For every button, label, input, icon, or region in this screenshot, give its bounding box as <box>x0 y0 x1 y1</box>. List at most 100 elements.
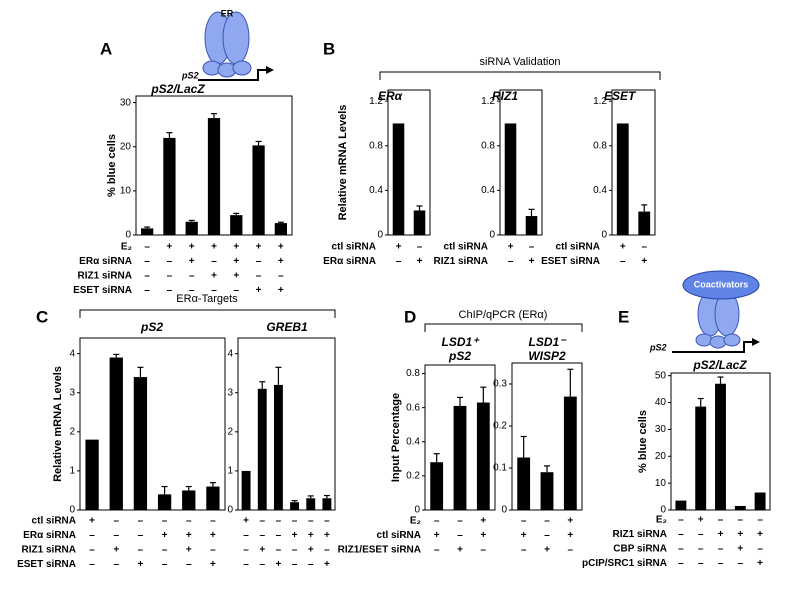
chart-title: LSD1⁻ <box>528 335 567 349</box>
bar <box>734 505 746 510</box>
condition-mark: + <box>396 242 402 253</box>
condition-label: E₂ <box>121 242 132 253</box>
bar <box>306 498 316 510</box>
condition-mark: – <box>678 544 684 555</box>
condition-mark: – <box>434 545 440 556</box>
panel-label: E <box>618 307 629 326</box>
condition-mark: – <box>113 559 119 570</box>
bar <box>252 145 265 235</box>
condition-mark: – <box>678 558 684 569</box>
y-tick-label: 0.1 <box>493 463 507 474</box>
panel-label: A <box>100 39 112 58</box>
y-tick-label: 0 <box>227 505 233 516</box>
y-tick-label: 1.2 <box>369 96 383 107</box>
condition-label: pCIP/SRC1 siRNA <box>582 558 667 569</box>
bar <box>322 498 332 510</box>
condition-label: ESET siRNA <box>17 559 76 570</box>
coactivator-diagram <box>672 270 760 353</box>
condition-mark: + <box>434 530 440 541</box>
condition-mark: – <box>259 530 265 541</box>
condition-mark: + <box>256 285 262 296</box>
condition-mark: – <box>434 516 440 527</box>
condition-mark: – <box>457 516 463 527</box>
y-tick-label: 0.4 <box>406 436 420 447</box>
panel-label: C <box>36 307 48 326</box>
y-tick-label: 30 <box>655 424 667 435</box>
condition-mark: + <box>737 544 743 555</box>
condition-mark: – <box>144 242 150 253</box>
condition-mark: – <box>718 558 724 569</box>
condition-mark: – <box>620 256 626 267</box>
condition-mark: – <box>113 530 119 541</box>
diagram-label: pS2 <box>181 70 199 80</box>
condition-mark: + <box>620 242 626 253</box>
y-tick-label: 0 <box>69 505 75 516</box>
condition-mark: – <box>718 515 724 526</box>
condition-mark: + <box>698 515 704 526</box>
condition-label: ctl siRNA <box>377 530 421 541</box>
bar <box>413 210 426 235</box>
condition-mark: – <box>243 559 249 570</box>
bar <box>182 490 196 510</box>
y-tick-label: 0.6 <box>406 402 420 413</box>
condition-label: RIZ1/ESET siRNA <box>338 545 421 556</box>
y-tick-label: 40 <box>655 397 667 408</box>
bar <box>754 492 766 510</box>
condition-mark: + <box>186 530 192 541</box>
condition-mark: + <box>480 530 486 541</box>
condition-mark: + <box>480 516 486 527</box>
condition-mark: – <box>256 271 262 282</box>
chart-title: pS2/LacZ <box>150 82 205 96</box>
y-tick-label: 10 <box>120 186 132 197</box>
condition-mark: + <box>162 530 168 541</box>
condition-mark: – <box>276 530 282 541</box>
y-tick-label: 0.4 <box>481 185 495 196</box>
group-title: siRNA Validation <box>479 56 560 68</box>
condition-mark: + <box>567 530 573 541</box>
condition-mark: + <box>278 256 284 267</box>
condition-mark: – <box>189 271 195 282</box>
condition-mark: – <box>278 271 284 282</box>
condition-label: E₂ <box>656 515 667 526</box>
bar <box>85 439 99 510</box>
condition-mark: + <box>278 285 284 296</box>
condition-mark: – <box>521 516 527 527</box>
condition-mark: + <box>211 242 217 253</box>
group-title: ERα-Targets <box>176 293 238 305</box>
diagram-label: Coactivators <box>694 279 749 289</box>
y-axis-label: Relative mRNA Levels <box>337 105 349 221</box>
condition-mark: – <box>167 256 173 267</box>
chart-title: RIZ1 <box>492 89 518 103</box>
condition-mark: + <box>567 516 573 527</box>
y-tick-label: 0.8 <box>406 368 420 379</box>
bar <box>504 123 517 235</box>
condition-mark: – <box>138 516 144 527</box>
condition-mark: + <box>243 516 249 527</box>
condition-mark: + <box>259 545 265 556</box>
condition-mark: + <box>417 256 423 267</box>
condition-label: ctl siRNA <box>556 242 600 253</box>
bar <box>241 470 251 510</box>
y-tick-label: 10 <box>655 478 667 489</box>
condition-mark: + <box>167 242 173 253</box>
condition-mark: – <box>243 530 249 541</box>
bar <box>133 377 148 510</box>
bracket <box>424 323 583 332</box>
condition-mark: – <box>189 285 195 296</box>
condition-mark: + <box>529 256 535 267</box>
condition-label: RIZ1 siRNA <box>434 256 488 267</box>
y-tick-label: 0 <box>660 505 666 516</box>
bar <box>141 228 154 235</box>
condition-mark: + <box>641 256 647 267</box>
bracket <box>379 71 661 80</box>
y-tick-label: 0.3 <box>493 379 507 390</box>
bar <box>230 215 243 235</box>
condition-mark: – <box>210 545 216 556</box>
condition-mark: + <box>521 530 527 541</box>
bar <box>185 221 198 235</box>
y-tick-label: 1 <box>227 466 233 477</box>
diagram-label: pS2 <box>649 342 667 352</box>
plot-frame <box>611 89 656 236</box>
y-tick-label: 0 <box>489 230 495 241</box>
